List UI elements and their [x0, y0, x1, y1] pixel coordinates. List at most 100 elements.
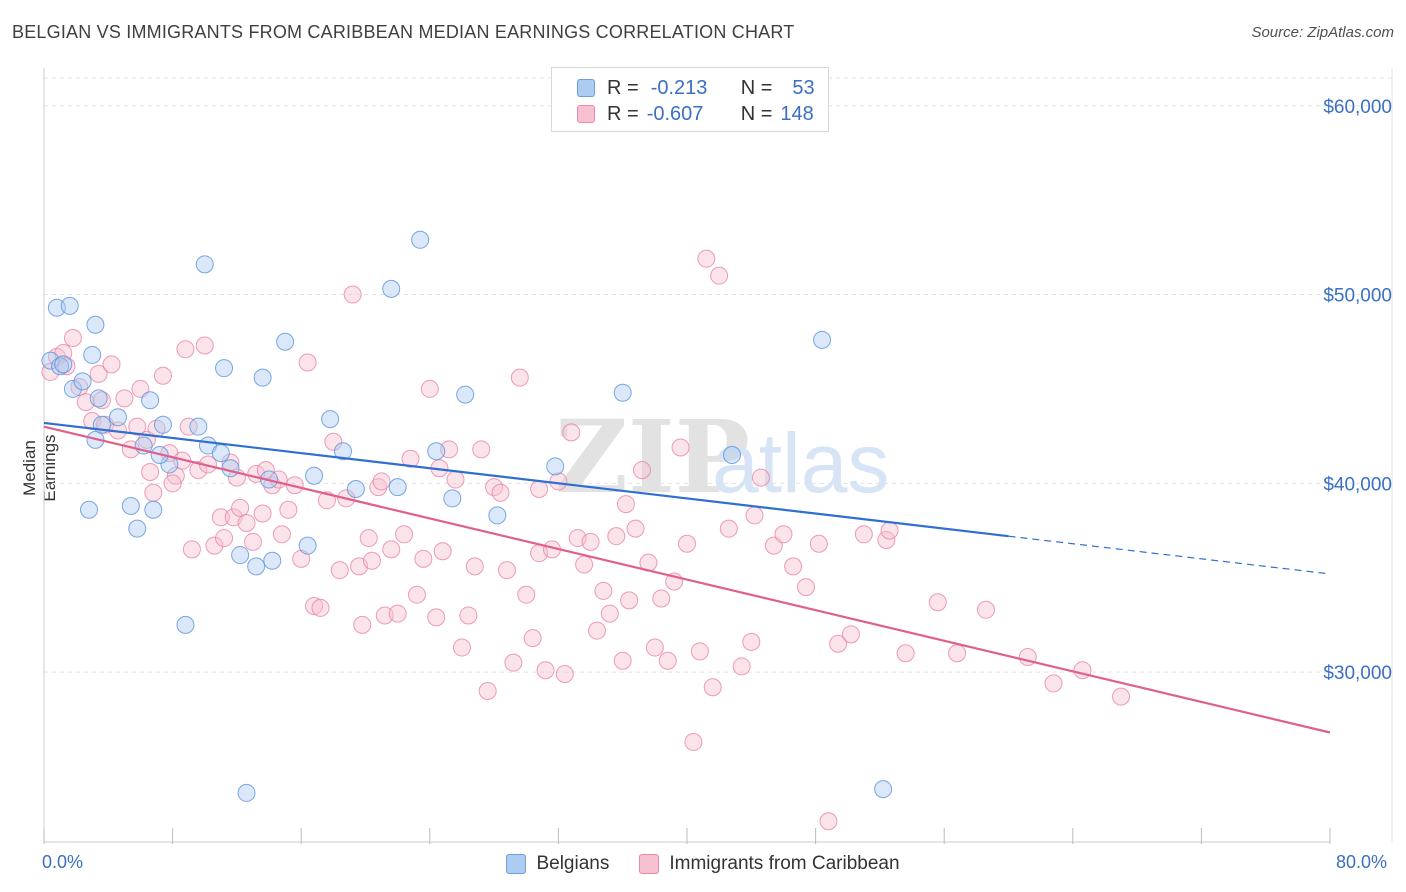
- belgians-point: [456, 385, 475, 404]
- caribbean-point: [697, 249, 716, 268]
- caribbean-point: [1044, 674, 1063, 693]
- caribbean-point: [854, 525, 873, 544]
- y-tick-label: $50,000: [1323, 286, 1392, 307]
- belgians-point: [333, 442, 352, 461]
- caribbean-point: [517, 585, 536, 604]
- belgians-point: [613, 383, 632, 402]
- caribbean-point: [359, 529, 378, 548]
- axes: [43, 68, 1393, 844]
- caribbean-point: [372, 472, 391, 491]
- belgians-point: [86, 315, 105, 334]
- belgians-point: [321, 410, 340, 429]
- y-tick-label: $30,000: [1323, 663, 1392, 684]
- belgians-point: [298, 536, 317, 555]
- caribbean-point: [510, 368, 529, 387]
- belgians-point: [237, 783, 256, 802]
- y-tick-label: $60,000: [1323, 97, 1392, 118]
- belgians-point: [54, 355, 73, 374]
- caribbean-point: [491, 483, 510, 502]
- belgians-point: [276, 332, 295, 351]
- source-note: Source: ZipAtlas.com: [1251, 24, 1394, 41]
- belgians-point: [51, 357, 70, 376]
- caribbean-point: [63, 328, 82, 347]
- caribbean-point: [796, 578, 815, 597]
- caribbean-point: [530, 479, 549, 498]
- belgians-point: [382, 279, 401, 298]
- belgians-point: [63, 379, 82, 398]
- belgians-point: [189, 417, 208, 436]
- caribbean-point: [414, 549, 433, 568]
- caribbean-point: [594, 581, 613, 600]
- y-tick-labels: $30,000 $40,000 $50,000 $60,000: [1323, 97, 1392, 684]
- caribbean-point: [841, 625, 860, 644]
- legend-item-caribbean[interactable]: Immigrants from Caribbean: [639, 853, 900, 875]
- caribbean-point: [195, 336, 214, 355]
- caribbean-point: [231, 498, 250, 517]
- belgians-point: [215, 359, 234, 378]
- caribbean-point: [182, 540, 201, 559]
- x-tick-min: 0.0%: [42, 852, 84, 872]
- caribbean-point: [742, 632, 761, 651]
- caribbean-point: [607, 527, 626, 546]
- caribbean-point: [523, 629, 542, 648]
- n-label: N =: [740, 76, 773, 99]
- legend-label-caribbean: Immigrants from Caribbean: [669, 853, 900, 874]
- caribbean-point: [102, 355, 121, 374]
- caribbean-point: [253, 504, 272, 523]
- belgians-point: [388, 478, 407, 497]
- caribbean-point: [732, 657, 751, 676]
- legend: Belgians Immigrants from Caribbean: [0, 851, 1406, 877]
- caribbean-point: [243, 532, 262, 551]
- r-value: -0.607: [646, 102, 704, 125]
- caribbean-point: [465, 557, 484, 576]
- caribbean-point: [809, 534, 828, 553]
- belgians-point: [89, 389, 108, 408]
- caribbean-point: [896, 644, 915, 663]
- belgians-trend-line: [43, 421, 1009, 538]
- caribbean-point: [153, 366, 172, 385]
- belgians-point: [813, 330, 832, 349]
- belgians-point: [83, 345, 102, 364]
- grid-lines: [44, 77, 1392, 673]
- caribbean-point: [784, 557, 803, 576]
- caribbean-point: [395, 525, 414, 544]
- caribbean-point: [928, 593, 947, 612]
- belgians-point: [176, 615, 195, 634]
- y-tick-label: $40,000: [1323, 474, 1392, 495]
- belgians-point: [231, 546, 250, 565]
- caribbean-point: [562, 423, 581, 442]
- caribbean-point: [719, 519, 738, 538]
- caribbean-point: [279, 500, 298, 519]
- caribbean-point: [652, 589, 671, 608]
- belgians-point: [443, 489, 462, 508]
- r-label: R =: [607, 102, 639, 125]
- caribbean-point: [751, 468, 770, 487]
- caribbean-point: [829, 634, 848, 653]
- belgians-point: [153, 415, 172, 434]
- caribbean-point: [330, 561, 349, 580]
- caribbean-point: [774, 525, 793, 544]
- n-value: 148: [780, 102, 814, 125]
- belgians-point: [211, 444, 230, 463]
- n-value: 53: [792, 76, 815, 99]
- caribbean-point: [115, 389, 134, 408]
- caribbean-point: [678, 534, 696, 553]
- caribbean-point: [141, 462, 160, 481]
- legend-item-belgians[interactable]: Belgians: [506, 853, 609, 875]
- caribbean-point: [446, 470, 465, 489]
- watermark-zip: ZIP: [555, 398, 750, 516]
- caribbean-point: [163, 474, 182, 493]
- caribbean-point: [632, 461, 651, 480]
- belgians-point: [121, 496, 140, 515]
- caribbean-point: [176, 340, 195, 359]
- caribbean-point: [504, 653, 523, 672]
- r-label: R =: [607, 76, 639, 99]
- caribbean-point: [369, 478, 388, 497]
- caribbean-point: [536, 661, 555, 680]
- r-value: -0.213: [650, 76, 708, 99]
- caribbean-point: [452, 638, 471, 657]
- caribbean-point: [179, 417, 198, 436]
- caribbean-point: [237, 513, 256, 532]
- caribbean-swatch: [577, 105, 595, 123]
